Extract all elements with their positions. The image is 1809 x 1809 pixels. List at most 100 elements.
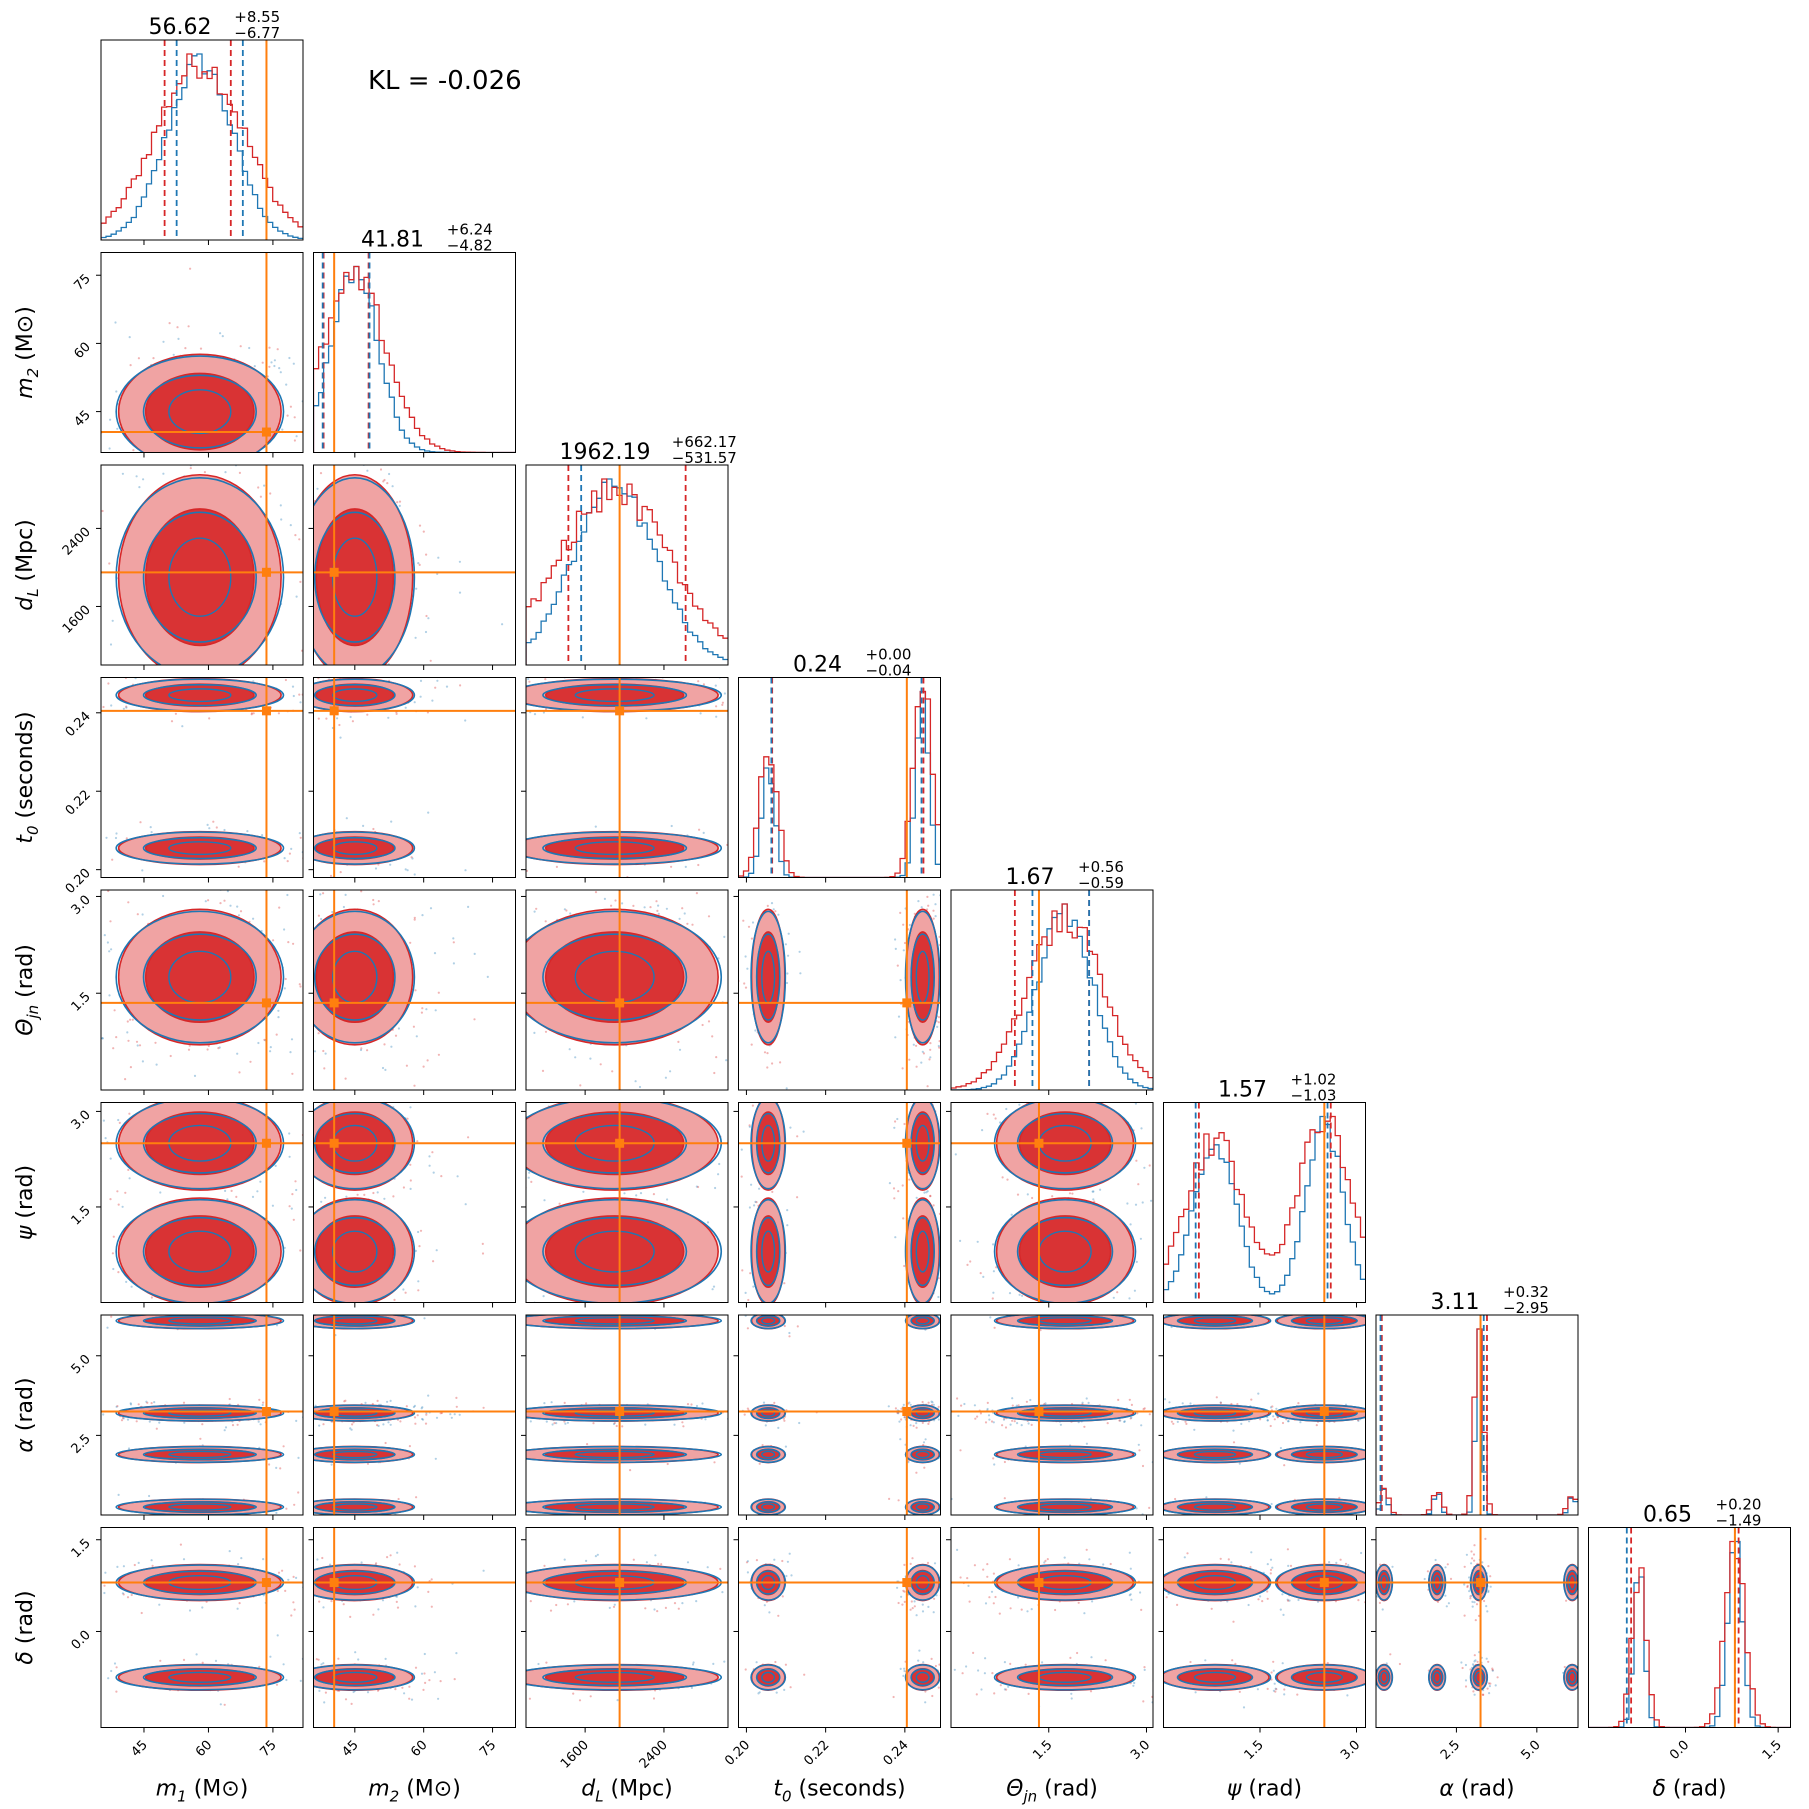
sample-point: [744, 1291, 747, 1294]
sample-point: [923, 1083, 925, 1085]
sample-point: [406, 1117, 409, 1120]
sample-point: [1145, 1321, 1147, 1323]
sample-point: [784, 943, 788, 946]
sample-point: [377, 1424, 380, 1427]
sample-point: [286, 860, 289, 863]
sample-point: [89, 1128, 91, 1130]
sample-point: [293, 1035, 295, 1037]
sample-point: [74, 692, 76, 694]
sample-point: [239, 345, 242, 348]
sample-point: [409, 941, 412, 944]
sample-point: [495, 706, 497, 708]
sample-point: [415, 1496, 418, 1499]
sample-point: [466, 1237, 468, 1239]
sample-point: [908, 1058, 911, 1061]
sample-point: [279, 371, 282, 374]
sample-point: [523, 1506, 525, 1508]
sample-point: [929, 1195, 932, 1198]
contour-blue-inner: [168, 1450, 232, 1459]
sample-point: [293, 1503, 296, 1506]
sample-point: [896, 964, 899, 967]
sample-point: [308, 380, 310, 382]
sample-point: [301, 922, 303, 924]
sample-point: [750, 1183, 753, 1186]
sample-point: [223, 899, 226, 902]
sample-point: [431, 699, 434, 702]
sample-point: [225, 885, 227, 887]
sample-point: [941, 1201, 943, 1203]
sample-point: [545, 1310, 547, 1312]
sample-point: [408, 1445, 411, 1448]
sample-point: [594, 825, 597, 828]
sample-point: [374, 873, 376, 875]
sample-point: [485, 836, 487, 838]
sample-point: [903, 1264, 906, 1268]
sample-point: [49, 388, 51, 390]
sample-point: [376, 1399, 379, 1402]
panel-thetajn-t0: [733, 889, 941, 1095]
sample-point: [103, 483, 105, 485]
sample-point: [181, 675, 183, 677]
sample-point: [85, 849, 87, 851]
sample-point: [919, 1085, 921, 1087]
sample-point: [386, 1400, 389, 1403]
sample-point: [748, 1201, 750, 1203]
sample-point: [678, 917, 681, 920]
sample-point: [279, 775, 281, 777]
panel-frame: [313, 677, 516, 878]
sample-point: [424, 831, 426, 833]
sample-point: [284, 678, 287, 682]
sample-point: [414, 1249, 417, 1252]
sample-point: [926, 895, 929, 899]
sample-point: [262, 674, 264, 676]
sample-point: [108, 562, 111, 565]
sample-point: [288, 840, 290, 842]
sample-point: [311, 908, 313, 910]
sample-point: [1181, 1118, 1183, 1120]
sample-point: [584, 872, 586, 874]
sample-point: [715, 1094, 717, 1096]
sample-point: [206, 1048, 209, 1051]
sample-point: [284, 977, 287, 981]
sample-point: [522, 1400, 524, 1402]
sample-point: [677, 1040, 680, 1043]
sample-point: [236, 1052, 239, 1055]
sample-point: [494, 1312, 496, 1314]
sample-point: [445, 685, 449, 688]
sample-point: [418, 1245, 421, 1248]
sample-point: [344, 1399, 347, 1402]
sample-point: [512, 1409, 514, 1411]
title-minus: −531.57: [672, 449, 737, 467]
hist-red-m1: [101, 53, 303, 240]
sample-point: [1138, 1316, 1140, 1318]
sample-point: [300, 500, 302, 502]
sample-point: [288, 1414, 290, 1416]
contour-blue-outer: [115, 1315, 285, 1330]
sample-point: [932, 893, 935, 896]
sample-point: [402, 1186, 405, 1189]
sample-point: [257, 1041, 260, 1045]
sample-point: [386, 482, 389, 485]
sample-point: [764, 1331, 766, 1333]
sample-point: [296, 519, 298, 521]
sample-point: [942, 1258, 944, 1260]
sample-point: [751, 921, 755, 924]
sample-point: [442, 845, 444, 847]
contour-blue-outer: [115, 477, 285, 665]
sample-point: [146, 1401, 149, 1404]
sample-point: [410, 856, 413, 859]
sample-point: [319, 893, 322, 896]
contour-blue-outer: [115, 1445, 285, 1464]
sample-point: [278, 906, 281, 909]
sample-point: [299, 701, 302, 704]
sample-point: [715, 705, 718, 708]
sample-point: [268, 1463, 271, 1466]
sample-point: [382, 480, 385, 483]
sample-point: [669, 1070, 672, 1073]
sample-point: [153, 723, 155, 725]
sample-point: [740, 1175, 743, 1178]
sample-point: [749, 697, 751, 699]
sample-point: [462, 1317, 464, 1319]
sample-point: [915, 1097, 917, 1099]
sample-point: [487, 1422, 489, 1424]
